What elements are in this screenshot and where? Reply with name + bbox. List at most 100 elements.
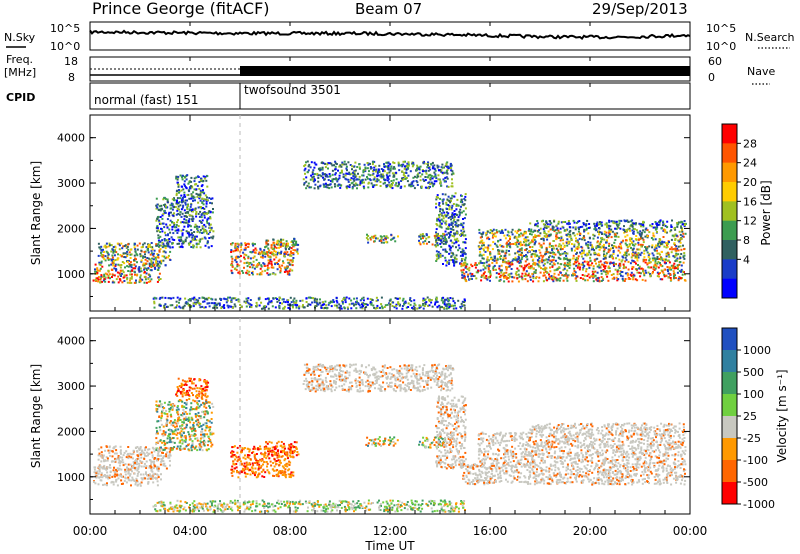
echo-cell-power-12 [625,239,627,242]
echo-cell-power-13 [560,221,563,224]
echo-cell-power-10 [193,296,196,299]
echo-cell-power-3 [204,176,207,179]
echo-cell-power-10 [240,306,243,309]
echo-cell-power-12 [664,242,667,245]
echo-cell-power-11 [545,271,548,274]
echo-cell-power-2 [195,235,198,238]
echo-cell-power-11 [469,272,472,275]
echo-cell-power-5 [283,251,286,254]
echo-cell-power-8 [351,186,354,188]
echo-cell-power-10 [294,303,297,306]
echo-cell-power-12 [671,248,674,251]
echo-cell-power-12 [636,259,639,262]
echo-cell-power-8 [434,175,437,178]
echo-cell-power-12 [640,233,643,236]
echo-cell-power-3 [201,184,204,187]
echo-cell-power-12 [613,235,616,238]
echo-cell-power-13 [633,228,636,231]
echo-cell-power-12 [523,230,526,233]
echo-cell-power-11 [526,280,529,283]
echo-cell-power-8 [403,185,406,188]
echo-cell-power-2 [176,197,179,200]
echo-cell-power-12 [507,239,510,242]
echo-cell-power-12 [676,247,679,250]
echo-cell-power-11 [626,274,629,277]
echo-cell-power-11 [466,274,469,277]
echo-cell-power-11 [466,268,469,271]
echo-cell-power-9 [449,227,452,230]
echo-cell-power-12 [632,232,635,235]
echo-cell-power-8 [450,169,453,172]
echo-cell-power-1 [149,246,152,249]
echo-cell-power-12 [491,232,494,235]
echo-cell-power-4 [272,266,274,269]
echo-cell-power-9 [438,214,441,216]
echo-cell-power-4 [256,263,259,265]
echo-cell-power-8 [422,178,425,181]
echo-cell-power-2 [175,202,178,205]
echo-cell-power-5 [265,239,268,242]
echo-cell-power-4 [240,243,243,246]
echo-cell-power-11 [553,277,556,280]
echo-cell-power-0 [135,279,137,282]
echo-cell-power-9 [461,254,464,257]
echo-cell-power-9 [460,229,463,232]
echo-cell-power-2 [188,233,191,236]
echo-cell-power-1 [140,260,143,263]
echo-cell-velocity-0 [137,483,140,486]
echo-cell-power-2 [201,227,204,230]
echo-cell-power-12 [509,235,512,238]
echo-cell-power-2 [171,208,174,211]
echo-cell-power-12 [489,229,492,231]
echo-cell-power-8 [345,178,348,181]
echo-cell-power-12 [552,247,555,250]
echo-cell-power-11 [464,261,467,264]
echo-cell-power-11 [487,268,490,271]
echo-cell-power-1 [136,244,139,247]
echo-cell-power-2 [158,205,161,208]
echo-cell-power-12 [565,257,568,260]
echo-cell-power-12 [533,238,536,241]
echo-cell-power-8 [418,171,421,174]
echo-cell-power-11 [500,271,503,274]
echo-cell-power-12 [669,230,672,233]
echo-cell-power-11 [592,267,595,270]
echo-cell-power-12 [581,249,584,252]
echo-cell-power-10 [164,296,167,299]
echo-cell-power-8 [373,178,376,181]
echo-cell-power-8 [373,176,376,179]
echo-cell-power-10 [153,302,156,305]
echo-cell-power-13 [631,224,634,227]
echo-cell-power-10 [220,298,223,301]
echo-cell-power-12 [554,259,557,262]
echo-cell-power-0 [157,266,160,269]
echo-cell-power-10 [198,297,201,300]
echo-cell-power-12 [646,235,649,238]
echo-cell-power-12 [496,245,499,248]
echo-cell-power-4 [267,259,270,262]
echo-cell-power-2 [156,244,159,247]
echo-cell-power-12 [532,238,535,241]
echo-cell-velocity-0 [139,484,142,487]
echo-cell-power-10 [428,304,431,307]
echo-cell-power-10 [166,305,169,308]
echo-cell-power-9 [460,195,463,197]
echo-cell-power-1 [110,244,113,247]
echo-cell-power-13 [651,223,654,225]
echo-cell-power-13 [578,228,580,231]
echo-cell-power-8 [407,164,410,167]
echo-cell-power-11 [578,262,581,265]
echo-cell-power-1 [126,245,129,248]
echo-cell-power-11 [545,276,547,279]
echo-cell-power-2 [188,231,191,234]
echo-cell-velocity-0 [140,465,143,468]
echo-cell-power-11 [503,280,506,283]
echo-cell-power-5 [292,245,295,248]
echo-cell-power-10 [345,296,348,299]
echo-cell-power-7 [425,237,428,240]
echo-cell-power-7 [424,240,427,242]
echo-cell-power-2 [186,199,188,202]
echo-cell-power-11 [463,272,466,275]
echo-cell-power-8 [391,181,394,184]
echo-cell-power-10 [270,300,273,303]
